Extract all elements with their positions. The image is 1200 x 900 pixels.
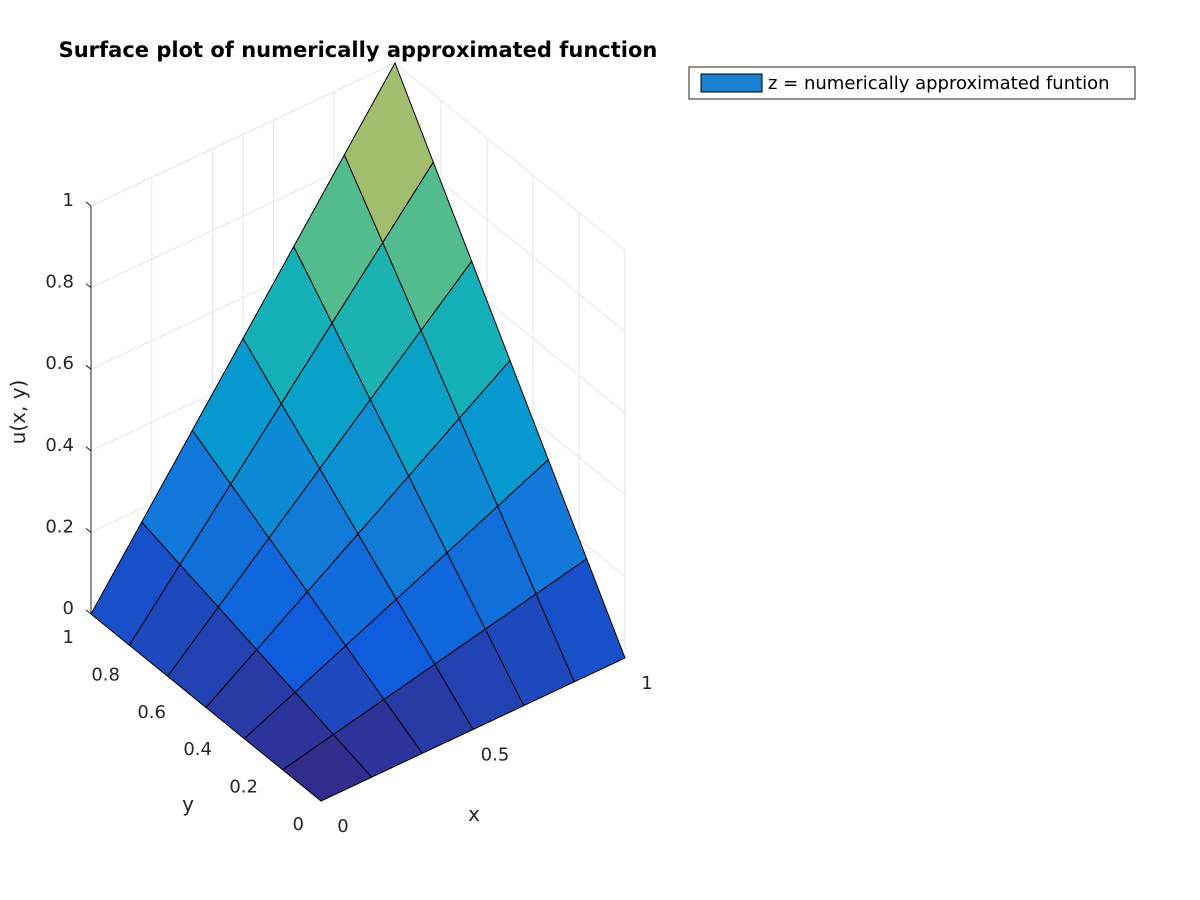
z-tick-mark [85,609,92,615]
z-axis-label: u(x, y) [6,380,30,445]
y-axis-label: y [182,792,194,816]
gridline [90,62,396,207]
x-tick-label: 0.5 [481,745,510,766]
z-tick-mark [85,283,92,288]
chart-title: Surface plot of numerically approximated… [59,38,658,62]
z-tick-label: 0.2 [45,516,74,537]
y-tick-label: 0.6 [137,702,166,723]
x-tick-label: 1 [641,673,652,694]
z-tick-mark [85,201,92,207]
y-tick-label: 0.8 [91,664,120,685]
z-tick-label: 0.8 [45,272,74,293]
x-axis-label: x [468,802,480,826]
z-tick-label: 0.4 [45,435,74,456]
y-tick-label: 0 [293,814,304,835]
z-tick-label: 0.6 [45,353,74,374]
gridline [394,62,626,251]
x-tick-label: 0 [337,816,348,837]
y-tick-label: 0.2 [229,777,258,798]
legend-swatch [700,73,763,93]
legend-box [688,66,1136,100]
legend-label: z = numerically approximated funtion [768,73,1110,94]
legend[interactable]: z = numerically approximated funtion [688,66,1136,100]
surface-patch [281,733,373,802]
z-tick-mark [85,446,92,452]
y-tick-label: 1 [63,627,74,648]
surface-layer [90,61,626,802]
tick-labels: 0 0.2 0.4 0.6 0.8 1 0 0.5 1 0 0.2 0.4 0.6 0.8 1 [45,190,652,837]
y-tick-label: 0.4 [183,739,212,760]
z-tick-label: 1 [63,190,74,211]
z-tick-label: 0 [63,598,74,619]
z-tick-mark [85,364,92,370]
z-tick-mark [85,528,92,533]
axes-layer [85,201,92,615]
